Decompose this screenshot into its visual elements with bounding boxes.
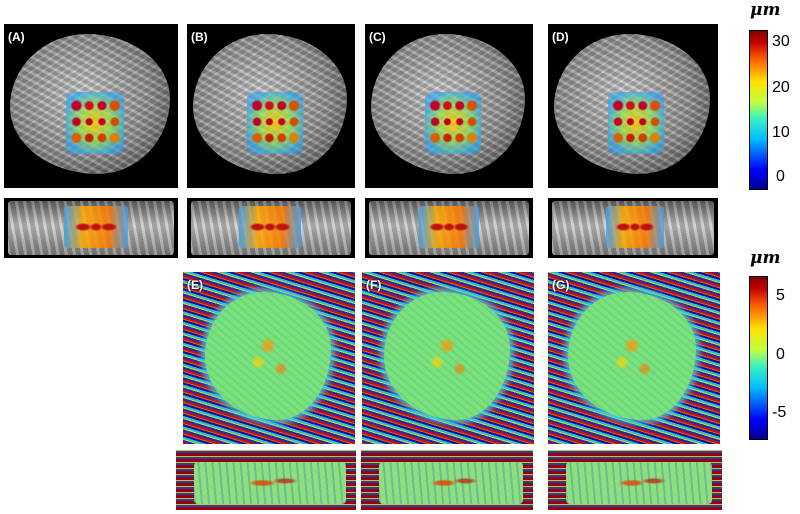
panel-d-image: (D) [548, 24, 718, 188]
colorbar-top-tick: 30 [772, 33, 790, 50]
displacement-overlay [66, 92, 124, 154]
panel-a-image: (A) [4, 24, 178, 188]
panel-e-image: (E) [183, 272, 355, 444]
colorbar-bottom-unit: μm [750, 248, 781, 268]
panel-label-a: (A) [8, 30, 25, 44]
colorbar-top-tick: 0 [776, 168, 785, 185]
colorbar-top-tick: 20 [772, 79, 790, 96]
colorbar-top-unit: μm [750, 0, 781, 20]
panel-c-image: (C) [365, 24, 533, 188]
panel-e-strip [176, 450, 356, 510]
panel-b-image: (B) [187, 24, 355, 188]
panel-d-strip [548, 198, 718, 258]
displacement-overlay [247, 92, 303, 154]
panel-label-f: (F) [366, 278, 382, 292]
panel-label-e: (E) [187, 278, 203, 292]
panel-label-g: (G) [552, 278, 570, 292]
colorbar-bottom-tick: -5 [772, 404, 787, 421]
colorbar-bottom [749, 276, 768, 440]
panel-label-c: (C) [369, 30, 386, 44]
colorbar-top [749, 30, 768, 190]
colorbar-bottom-tick: 5 [776, 287, 785, 304]
panel-a-strip [4, 198, 178, 258]
panel-label-d: (D) [552, 30, 569, 44]
panel-c-strip [365, 198, 533, 258]
displacement-overlay [608, 92, 664, 154]
displacement-overlay [425, 92, 481, 154]
panel-f-strip [361, 450, 533, 510]
panel-label-b: (B) [191, 30, 208, 44]
colorbar-bottom-tick: 0 [776, 346, 785, 363]
panel-g-strip [548, 450, 722, 510]
panel-b-strip [187, 198, 355, 258]
panel-g-image: (G) [548, 272, 720, 444]
colorbar-top-tick: 10 [772, 124, 790, 141]
panel-f-image: (F) [362, 272, 534, 444]
